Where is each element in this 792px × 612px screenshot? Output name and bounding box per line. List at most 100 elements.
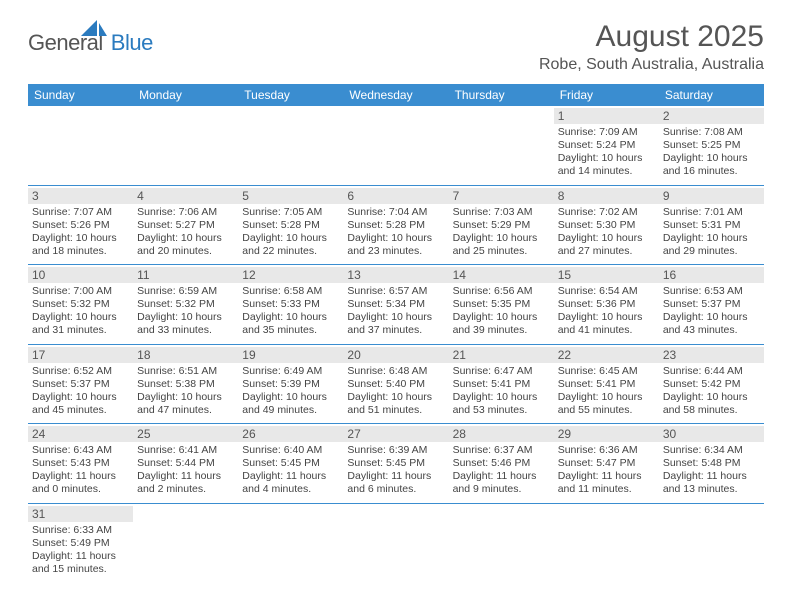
day-number: 9 — [659, 188, 764, 204]
calendar-cell — [28, 106, 133, 185]
day-number: 29 — [554, 426, 659, 442]
calendar-cell: 3Sunrise: 7:07 AMSunset: 5:26 PMDaylight… — [28, 185, 133, 265]
calendar-cell: 11Sunrise: 6:59 AMSunset: 5:32 PMDayligh… — [133, 265, 238, 345]
sunset-line: Sunset: 5:30 PM — [558, 219, 655, 232]
daylight-line: Daylight: 10 hours and 31 minutes. — [32, 311, 129, 337]
weekday-header: Sunday — [28, 84, 133, 106]
sunrise-line: Sunrise: 7:06 AM — [137, 206, 234, 219]
day-number: 30 — [659, 426, 764, 442]
sunset-line: Sunset: 5:35 PM — [453, 298, 550, 311]
day-number: 17 — [28, 347, 133, 363]
calendar-cell: 14Sunrise: 6:56 AMSunset: 5:35 PMDayligh… — [449, 265, 554, 345]
daylight-line: Daylight: 11 hours and 9 minutes. — [453, 470, 550, 496]
calendar-cell: 22Sunrise: 6:45 AMSunset: 5:41 PMDayligh… — [554, 344, 659, 424]
brand-logo: General Blue — [28, 20, 153, 56]
sunrise-line: Sunrise: 6:53 AM — [663, 285, 760, 298]
sunset-line: Sunset: 5:47 PM — [558, 457, 655, 470]
day-number: 2 — [659, 108, 764, 124]
calendar-cell — [133, 503, 238, 582]
calendar-cell: 4 Sunrise: 7:06 AMSunset: 5:27 PMDaylight… — [133, 185, 238, 265]
daylight-line: Daylight: 10 hours and 18 minutes. — [32, 232, 129, 258]
calendar-cell: 13Sunrise: 6:57 AMSunset: 5:34 PMDayligh… — [343, 265, 448, 345]
title-block: August 2025 Robe, South Australia, Austr… — [539, 20, 764, 74]
sunset-line: Sunset: 5:46 PM — [453, 457, 550, 470]
day-number: 16 — [659, 267, 764, 283]
sunrise-line: Sunrise: 6:47 AM — [453, 365, 550, 378]
sunrise-line: Sunrise: 6:52 AM — [32, 365, 129, 378]
sunset-line: Sunset: 5:29 PM — [453, 219, 550, 232]
daylight-line: Daylight: 11 hours and 13 minutes. — [663, 470, 760, 496]
sunrise-line: Sunrise: 6:58 AM — [242, 285, 339, 298]
calendar-cell: 25Sunrise: 6:41 AMSunset: 5:44 PMDayligh… — [133, 424, 238, 504]
sunset-line: Sunset: 5:32 PM — [32, 298, 129, 311]
sunrise-line: Sunrise: 7:01 AM — [663, 206, 760, 219]
calendar-table: SundayMondayTuesdayWednesdayThursdayFrid… — [28, 84, 764, 582]
day-number: 6 — [343, 188, 448, 204]
sunset-line: Sunset: 5:34 PM — [347, 298, 444, 311]
daylight-line: Daylight: 10 hours and 29 minutes. — [663, 232, 760, 258]
daylight-line: Daylight: 10 hours and 58 minutes. — [663, 391, 760, 417]
sunrise-line: Sunrise: 6:44 AM — [663, 365, 760, 378]
calendar-cell — [343, 503, 448, 582]
calendar-cell: 9 Sunrise: 7:01 AMSunset: 5:31 PMDaylight… — [659, 185, 764, 265]
calendar-cell: 20Sunrise: 6:48 AMSunset: 5:40 PMDayligh… — [343, 344, 448, 424]
day-number: 18 — [133, 347, 238, 363]
sunset-line: Sunset: 5:24 PM — [558, 139, 655, 152]
sunrise-line: Sunrise: 6:33 AM — [32, 524, 129, 537]
calendar-cell — [343, 106, 448, 185]
sunrise-line: Sunrise: 6:48 AM — [347, 365, 444, 378]
calendar-cell: 6Sunrise: 7:04 AMSunset: 5:28 PMDaylight… — [343, 185, 448, 265]
day-number: 4 — [133, 188, 238, 204]
daylight-line: Daylight: 10 hours and 22 minutes. — [242, 232, 339, 258]
day-number: 21 — [449, 347, 554, 363]
calendar-cell: 23Sunrise: 6:44 AMSunset: 5:42 PMDayligh… — [659, 344, 764, 424]
daylight-line: Daylight: 10 hours and 37 minutes. — [347, 311, 444, 337]
sunset-line: Sunset: 5:48 PM — [663, 457, 760, 470]
daylight-line: Daylight: 11 hours and 6 minutes. — [347, 470, 444, 496]
calendar-cell: 24Sunrise: 6:43 AMSunset: 5:43 PMDayligh… — [28, 424, 133, 504]
calendar-cell: 2Sunrise: 7:08 AMSunset: 5:25 PMDaylight… — [659, 106, 764, 185]
sunrise-line: Sunrise: 6:57 AM — [347, 285, 444, 298]
calendar-cell: 29Sunrise: 6:36 AMSunset: 5:47 PMDayligh… — [554, 424, 659, 504]
daylight-line: Daylight: 10 hours and 39 minutes. — [453, 311, 550, 337]
daylight-line: Daylight: 10 hours and 25 minutes. — [453, 232, 550, 258]
daylight-line: Daylight: 10 hours and 55 minutes. — [558, 391, 655, 417]
calendar-cell: 10Sunrise: 7:00 AMSunset: 5:32 PMDayligh… — [28, 265, 133, 345]
sunrise-line: Sunrise: 6:34 AM — [663, 444, 760, 457]
daylight-line: Daylight: 11 hours and 15 minutes. — [32, 550, 129, 576]
sunset-line: Sunset: 5:45 PM — [242, 457, 339, 470]
sunrise-line: Sunrise: 7:04 AM — [347, 206, 444, 219]
sunset-line: Sunset: 5:27 PM — [137, 219, 234, 232]
sunset-line: Sunset: 5:31 PM — [663, 219, 760, 232]
sunset-line: Sunset: 5:40 PM — [347, 378, 444, 391]
day-number: 5 — [238, 188, 343, 204]
daylight-line: Daylight: 10 hours and 27 minutes. — [558, 232, 655, 258]
day-number: 8 — [554, 188, 659, 204]
calendar-head: SundayMondayTuesdayWednesdayThursdayFrid… — [28, 84, 764, 106]
sunrise-line: Sunrise: 7:03 AM — [453, 206, 550, 219]
sunset-line: Sunset: 5:25 PM — [663, 139, 760, 152]
daylight-line: Daylight: 10 hours and 35 minutes. — [242, 311, 339, 337]
sunrise-line: Sunrise: 6:49 AM — [242, 365, 339, 378]
sunrise-line: Sunrise: 6:36 AM — [558, 444, 655, 457]
brand-part2: Blue — [111, 30, 153, 56]
weekday-header: Wednesday — [343, 84, 448, 106]
sunrise-line: Sunrise: 6:39 AM — [347, 444, 444, 457]
sunset-line: Sunset: 5:43 PM — [32, 457, 129, 470]
calendar-cell: 18Sunrise: 6:51 AMSunset: 5:38 PMDayligh… — [133, 344, 238, 424]
daylight-line: Daylight: 10 hours and 41 minutes. — [558, 311, 655, 337]
header: General Blue August 2025 Robe, South Aus… — [0, 0, 792, 78]
sunset-line: Sunset: 5:32 PM — [137, 298, 234, 311]
daylight-line: Daylight: 10 hours and 20 minutes. — [137, 232, 234, 258]
sunset-line: Sunset: 5:42 PM — [663, 378, 760, 391]
sunrise-line: Sunrise: 6:59 AM — [137, 285, 234, 298]
weekday-header: Monday — [133, 84, 238, 106]
day-number: 19 — [238, 347, 343, 363]
logo-sail-icon — [81, 20, 107, 41]
sunset-line: Sunset: 5:39 PM — [242, 378, 339, 391]
daylight-line: Daylight: 10 hours and 14 minutes. — [558, 152, 655, 178]
sunset-line: Sunset: 5:33 PM — [242, 298, 339, 311]
sunset-line: Sunset: 5:41 PM — [558, 378, 655, 391]
calendar-cell: 27Sunrise: 6:39 AMSunset: 5:45 PMDayligh… — [343, 424, 448, 504]
daylight-line: Daylight: 11 hours and 2 minutes. — [137, 470, 234, 496]
